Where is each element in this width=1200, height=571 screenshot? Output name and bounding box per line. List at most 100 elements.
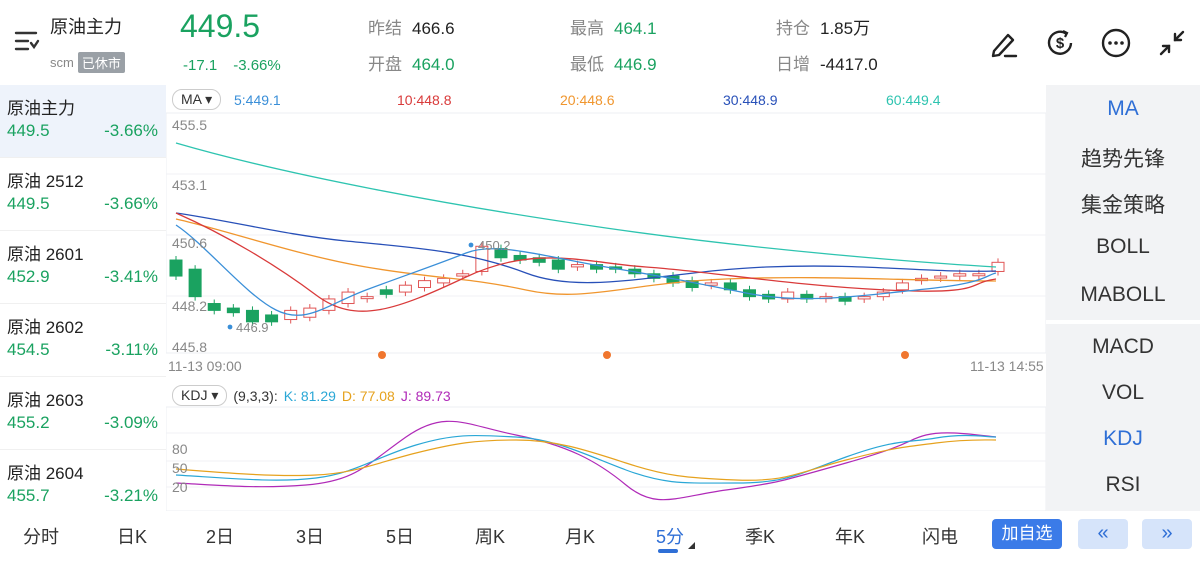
list-item[interactable]: 原油 2602 454.5 -3.11% bbox=[0, 304, 166, 377]
low-marker bbox=[227, 324, 233, 330]
ma20-line bbox=[175, 218, 997, 295]
kdj-j-line bbox=[175, 420, 997, 501]
ma30-legend: 30:448.9 bbox=[723, 91, 778, 108]
contract-sub: scm 已休市 bbox=[50, 52, 125, 73]
candle bbox=[207, 303, 221, 311]
ma60-legend: 60:449.4 bbox=[886, 91, 941, 108]
tab-2day[interactable]: 2日 bbox=[205, 527, 234, 547]
list-item[interactable]: 原油 2512 449.5 -3.66% bbox=[0, 158, 166, 231]
y-axis-label: 453.1 bbox=[172, 177, 208, 193]
collapse-icon[interactable] bbox=[1156, 27, 1188, 59]
candle bbox=[245, 309, 259, 323]
tab-quarterly[interactable]: 季K bbox=[744, 527, 775, 547]
tab-5day[interactable]: 5日 bbox=[385, 527, 414, 547]
candle bbox=[972, 273, 986, 277]
ma10-line bbox=[175, 212, 997, 312]
kdj-d-line bbox=[175, 439, 997, 481]
tab-flash[interactable]: 闪电 bbox=[922, 527, 958, 547]
kdj-params: (9,3,3): bbox=[233, 387, 278, 404]
y-axis-label: 445.8 bbox=[172, 339, 208, 355]
ma20-legend: 20:448.6 bbox=[560, 91, 615, 108]
ma10-legend: 10:448.8 bbox=[397, 91, 452, 108]
ma-selector[interactable]: MA ▾ bbox=[172, 89, 222, 110]
indicator-boll[interactable]: BOLL bbox=[1096, 235, 1150, 258]
ma5-legend: 5:449.1 bbox=[234, 91, 281, 108]
indicator-ma[interactable]: MA bbox=[1107, 97, 1139, 120]
indicator-macd[interactable]: MACD bbox=[1092, 335, 1154, 358]
candle bbox=[895, 282, 909, 291]
event-dot[interactable] bbox=[603, 351, 611, 359]
contract-list: 原油主力 449.5 -3.66% 原油 2512 449.5 -3.66% 原油 … bbox=[0, 85, 166, 523]
candle bbox=[322, 298, 336, 311]
tab-dropdown-icon[interactable] bbox=[688, 542, 695, 549]
ma-legend: MA ▾ 5:449.1 10:448.8 20:448.6 30:448.9 … bbox=[172, 89, 941, 110]
add-watchlist-button[interactable]: 加自选 bbox=[992, 519, 1062, 549]
kdj-chart-frame bbox=[166, 406, 1046, 511]
event-dot[interactable] bbox=[901, 351, 909, 359]
kdj-j-legend: J: 89.73 bbox=[400, 387, 451, 404]
candle bbox=[953, 273, 967, 277]
pen-icon[interactable] bbox=[988, 27, 1020, 59]
indicator-divider bbox=[1046, 320, 1200, 324]
indicator-kdj[interactable]: KDJ bbox=[1103, 427, 1143, 450]
y-axis-label: 450.6 bbox=[172, 235, 208, 251]
prev-button[interactable]: « bbox=[1078, 519, 1128, 549]
candle bbox=[226, 307, 240, 314]
tab-daily[interactable]: 日K bbox=[116, 527, 147, 547]
candle bbox=[704, 282, 718, 286]
candle bbox=[398, 284, 412, 293]
period-tabs: 分时 日K 2日 3日 5日 周K 月K 5分 季K 年K 闪电 加自选 « » bbox=[0, 511, 1200, 571]
tab-weekly[interactable]: 周K bbox=[474, 527, 505, 547]
indicator-maboll[interactable]: MABOLL bbox=[1080, 283, 1166, 306]
indicator-trend[interactable]: 趋势先锋 bbox=[1081, 148, 1165, 171]
currency-icon[interactable]: $ bbox=[1044, 27, 1076, 59]
tab-3day[interactable]: 3日 bbox=[295, 527, 324, 547]
candle bbox=[360, 296, 374, 300]
kdj-selector[interactable]: KDJ ▾ bbox=[172, 385, 228, 406]
time-end-label: 11-13 14:55 bbox=[970, 358, 1044, 374]
menu-sort-icon[interactable] bbox=[14, 30, 40, 52]
candle bbox=[418, 280, 432, 288]
indicator-rsi[interactable]: RSI bbox=[1105, 473, 1141, 496]
time-start-label: 11-13 09:00 bbox=[168, 358, 242, 374]
kdj-k-legend: K: 81.29 bbox=[283, 387, 336, 404]
stat-open: 开盘 464.0 bbox=[368, 55, 455, 74]
svg-text:$: $ bbox=[1056, 35, 1065, 52]
tab-monthly[interactable]: 月K bbox=[564, 527, 595, 547]
candle bbox=[265, 314, 279, 323]
kdj-level-label: 80 bbox=[172, 441, 188, 457]
candle bbox=[379, 289, 393, 295]
event-dot[interactable] bbox=[378, 351, 386, 359]
candle bbox=[188, 268, 202, 298]
change-percent: -3.66% bbox=[233, 57, 281, 74]
list-item[interactable]: 原油 2603 455.2 -3.09% bbox=[0, 377, 166, 450]
list-item[interactable]: 原油 2604 455.7 -3.21% bbox=[0, 450, 166, 523]
exchange-code: scm bbox=[50, 55, 74, 70]
stat-daily-increase: 日增 -4417.0 bbox=[776, 55, 878, 74]
high-label: 450.2 bbox=[478, 238, 511, 253]
list-item[interactable]: 原油 2601 452.9 -3.41% bbox=[0, 231, 166, 304]
more-icon[interactable] bbox=[1100, 27, 1132, 59]
indicator-jijin[interactable]: 集金策略 bbox=[1081, 194, 1165, 217]
kdj-level-label: 50 bbox=[172, 460, 188, 476]
contract-name: 原油主力 bbox=[50, 17, 122, 37]
last-price: 449.5 bbox=[180, 8, 261, 44]
status-badge: 已休市 bbox=[77, 52, 125, 73]
tab-intraday[interactable]: 分时 bbox=[23, 527, 59, 547]
stat-low: 最低 446.9 bbox=[570, 55, 657, 74]
candle bbox=[570, 264, 584, 268]
high-marker bbox=[468, 242, 474, 248]
main-chart-frame bbox=[166, 112, 1046, 354]
stat-high: 最高 464.1 bbox=[570, 19, 657, 38]
price-change: -17.1 -3.66% bbox=[183, 57, 281, 74]
quote-header: 原油主力 scm 已休市 449.5 -17.1 -3.66% 昨结 466.6… bbox=[0, 0, 1200, 85]
kline-chart[interactable]: 450.2 446.9 MA ▾ 5:449.1 10:448.8 20:448… bbox=[166, 85, 1046, 511]
list-item[interactable]: 原油主力 449.5 -3.66% bbox=[0, 85, 166, 158]
y-axis-label: 455.5 bbox=[172, 117, 208, 133]
candle bbox=[934, 275, 948, 279]
next-button[interactable]: » bbox=[1142, 519, 1192, 549]
tab-yearly[interactable]: 年K bbox=[834, 527, 865, 547]
tab-5min[interactable]: 5分 bbox=[655, 527, 684, 547]
indicator-vol[interactable]: VOL bbox=[1101, 381, 1145, 404]
candle bbox=[437, 277, 451, 284]
